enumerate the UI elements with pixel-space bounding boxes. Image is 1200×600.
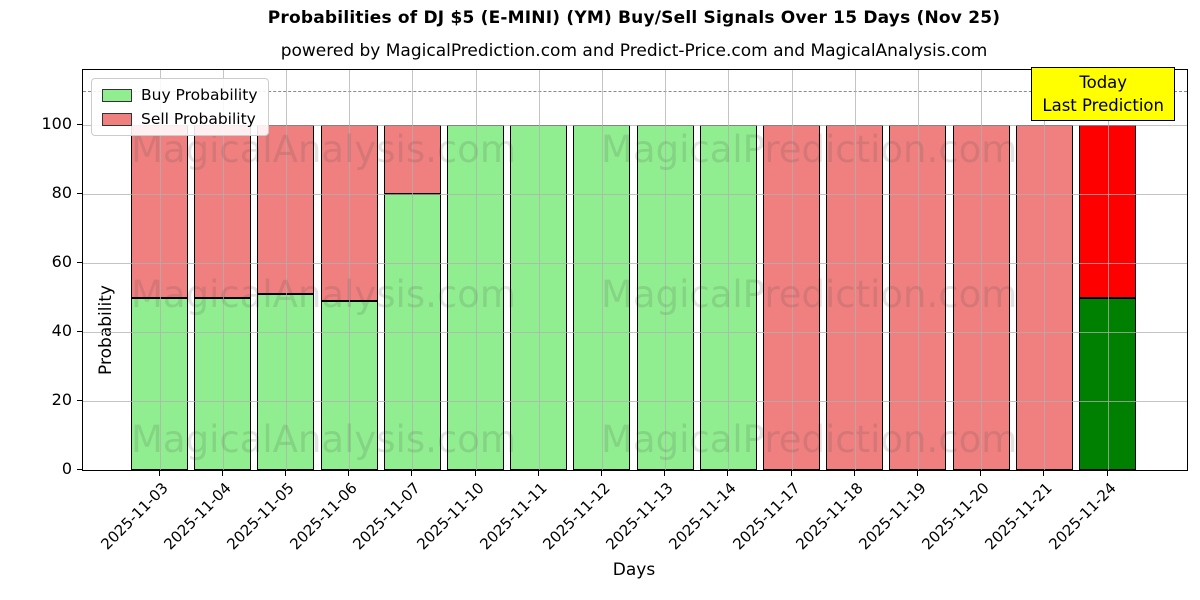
y-gridline-60: [83, 263, 1187, 264]
x-tick-2025-11-07: [411, 470, 413, 476]
x-axis-label: Days: [612, 560, 656, 580]
y-gridline-100: [83, 125, 1187, 126]
y-tick-label: 60: [51, 252, 72, 271]
x-tick-2025-11-20: [980, 470, 982, 476]
x-gridline-2025-11-18: [854, 70, 856, 470]
x-gridline-2025-11-19: [917, 70, 919, 470]
x-tick-2025-11-18: [853, 470, 855, 476]
x-tick-2025-11-04: [221, 470, 223, 476]
x-tick-2025-11-10: [474, 470, 476, 476]
chart-title: Probabilities of DJ $5 (E-MINI) (YM) Buy…: [267, 8, 1001, 28]
dashed-upper-line: [83, 90, 1187, 92]
legend-swatch-sell-icon: [102, 112, 132, 126]
x-gridline-2025-11-20: [981, 70, 983, 470]
x-gridline-2025-11-03: [159, 70, 161, 470]
x-tick-2025-11-11: [537, 470, 539, 476]
legend-swatch-buy-icon: [102, 88, 132, 102]
x-gridline-2025-11-11: [538, 70, 540, 470]
x-gridline-2025-11-14: [728, 70, 730, 470]
y-gridline-40: [83, 332, 1187, 333]
plot-area: Probability Buy Probability Sell Probabi…: [82, 67, 1188, 471]
x-gridline-2025-11-13: [665, 70, 667, 470]
legend-label-sell: Sell Probability: [141, 110, 256, 128]
x-tick-2025-11-13: [664, 470, 666, 476]
y-tick-label: 0: [61, 459, 72, 478]
y-tick-label: 80: [51, 183, 72, 202]
legend-item-buy: Buy Probability: [102, 86, 258, 104]
y-gridline-80: [83, 194, 1187, 195]
x-gridline-2025-11-04: [222, 70, 224, 470]
y-tick-60: [77, 262, 82, 263]
x-gridline-2025-11-07: [412, 70, 414, 470]
y-gridline-20: [83, 401, 1187, 402]
x-tick-2025-11-12: [600, 470, 602, 476]
y-tick-40: [77, 331, 82, 332]
x-gridline-2025-11-12: [601, 70, 603, 470]
x-tick-2025-11-06: [348, 470, 350, 476]
y-tick-label: 100: [41, 114, 72, 133]
x-gridline-2025-11-10: [475, 70, 477, 470]
x-gridline-2025-11-05: [285, 70, 287, 470]
x-tick-2025-11-24: [1106, 470, 1108, 476]
annotation-line-2: Last Prediction: [1042, 96, 1164, 116]
y-tick-20: [77, 400, 82, 401]
y-tick-label: 20: [51, 390, 72, 409]
y-tick-80: [77, 193, 82, 194]
x-tick-2025-11-17: [790, 470, 792, 476]
legend: Buy Probability Sell Probability: [91, 78, 269, 136]
y-tick-label: 40: [51, 321, 72, 340]
legend-label-buy: Buy Probability: [141, 86, 258, 104]
today-annotation: Today Last Prediction: [1031, 67, 1175, 122]
x-tick-2025-11-14: [727, 470, 729, 476]
x-gridline-2025-11-21: [1044, 70, 1046, 470]
y-tick-100: [77, 124, 82, 125]
annotation-line-1: Today: [1079, 73, 1128, 92]
y-tick-0: [77, 469, 82, 470]
x-tick-2025-11-05: [284, 470, 286, 476]
y-axis-label: Probability: [96, 285, 116, 375]
x-gridline-2025-11-17: [791, 70, 793, 470]
x-tick-2025-11-03: [158, 470, 160, 476]
x-gridline-2025-11-06: [349, 70, 351, 470]
x-tick-2025-11-19: [916, 470, 918, 476]
chart-subtitle: powered by MagicalPrediction.com and Pre…: [280, 41, 988, 61]
legend-item-sell: Sell Probability: [102, 110, 258, 128]
x-tick-2025-11-21: [1043, 470, 1045, 476]
x-gridline-2025-11-24: [1107, 70, 1109, 470]
